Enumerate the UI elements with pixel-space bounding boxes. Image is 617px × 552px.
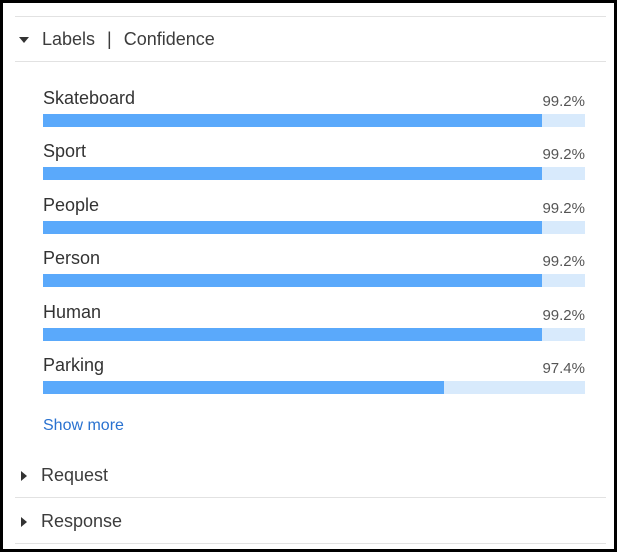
confidence-bar-fill [43,114,542,127]
label-row: Skateboard 99.2% [43,88,585,128]
label-confidence: 97.4% [542,360,585,377]
label-row: Human 99.2% [43,302,585,342]
request-section-toggle[interactable]: Request [19,465,108,486]
confidence-bar-fill [43,381,445,394]
header-separator: | [107,29,112,49]
label-name: Human [43,301,102,322]
label-confidence: 99.2% [542,253,585,271]
label-confidence: 99.2% [542,199,585,217]
confidence-bar-fill [43,274,542,288]
confidence-bar [43,167,585,181]
divider [15,497,606,498]
label-name: Sport [43,141,87,162]
label-confidence: 99.2% [542,146,585,164]
show-more-link[interactable]: Show more [43,417,124,434]
labels-header: Labels [42,29,96,49]
confidence-bar [43,327,585,341]
confidence-header: Confidence [123,29,215,49]
label-row: Parking 97.4% [43,355,585,395]
divider [15,16,606,17]
label-name: People [43,194,100,215]
response-header: Response [41,511,123,531]
confidence-bar [43,220,585,234]
label-confidence: 99.2% [542,93,585,110]
request-header: Request [41,465,109,485]
response-section-toggle[interactable]: Response [19,511,122,532]
confidence-bar [43,274,585,288]
label-row: Sport 99.2% [43,141,585,181]
caret-down-icon [19,36,29,43]
label-name: Parking [43,355,105,375]
labels-section-toggle[interactable]: Labels | Confidence [19,29,215,50]
confidence-bar-fill [43,327,542,341]
confidence-bar-fill [43,220,542,234]
label-name: Skateboard [43,88,136,108]
caret-right-icon [21,470,27,481]
caret-right-icon [21,516,27,527]
confidence-bar [43,114,585,127]
label-row: Person 99.2% [43,248,585,288]
divider [15,543,606,544]
label-row: People 99.2% [43,195,585,235]
divider [15,61,606,62]
confidence-bar [43,381,585,394]
confidence-bar-fill [43,167,542,181]
label-confidence: 99.2% [542,306,585,324]
label-name: Person [43,248,101,269]
